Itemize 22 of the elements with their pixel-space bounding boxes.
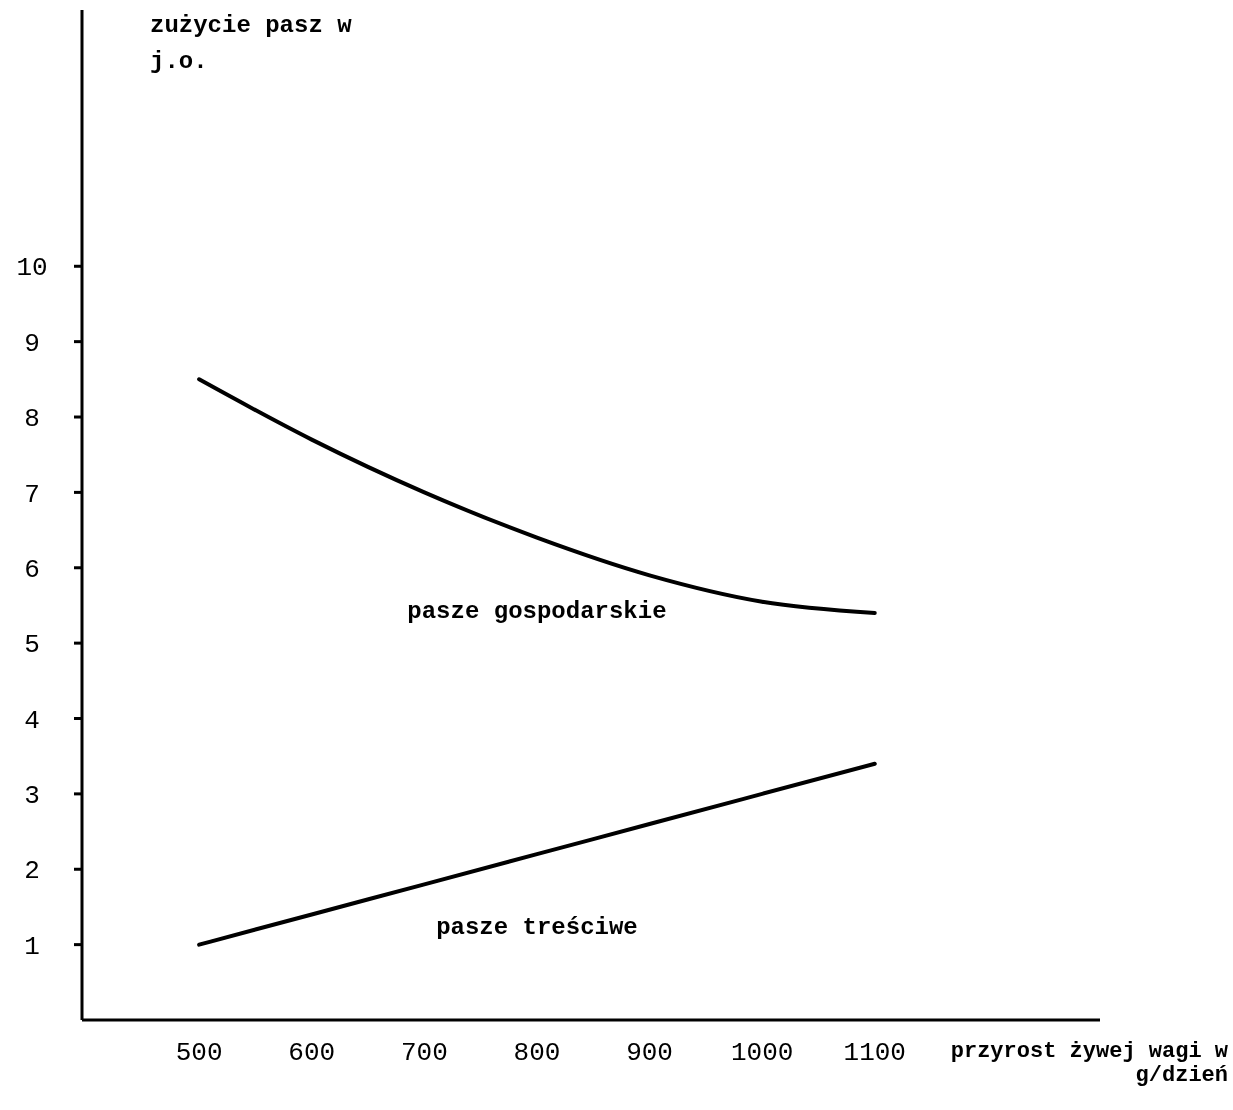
- y-tick-label: 8: [24, 404, 40, 435]
- x-tick-label: 700: [400, 1038, 448, 1069]
- y-tick-label: 6: [24, 554, 40, 585]
- x-tick-label: 900: [626, 1038, 673, 1069]
- y-tick-label: 4: [24, 705, 40, 736]
- x-tick-label: 1000: [730, 1038, 794, 1069]
- y-tick-label: 1: [24, 931, 40, 962]
- y-tick-label: 9: [24, 328, 40, 359]
- line-series: [197, 761, 877, 947]
- y-tick-label: 10: [16, 253, 48, 284]
- y-tick-label: 5: [24, 630, 40, 661]
- x-tick-label: 600: [288, 1038, 336, 1069]
- y-tick-label: 3: [24, 781, 40, 812]
- y-axis-title: zużycie pasz w j.o.: [150, 11, 353, 77]
- y-tick-label: 2: [24, 856, 40, 887]
- x-tick-label: 1100: [843, 1038, 906, 1069]
- series-label: pasze gospodarskie: [407, 597, 667, 625]
- y-tick-label: 7: [24, 479, 40, 510]
- x-axis-title: przyrost żywej wagi w g/dzień: [949, 1039, 1228, 1088]
- series-label: pasze treściwe: [436, 914, 638, 942]
- x-tick-label: 800: [513, 1038, 561, 1069]
- x-tick-label: 500: [175, 1038, 223, 1069]
